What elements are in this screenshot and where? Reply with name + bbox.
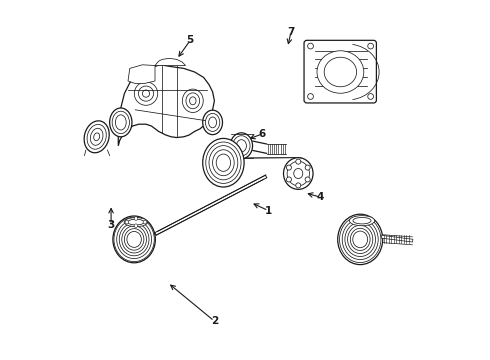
Ellipse shape: [90, 128, 103, 145]
Ellipse shape: [128, 219, 144, 225]
Circle shape: [143, 220, 147, 224]
Text: 6: 6: [259, 129, 266, 139]
Circle shape: [296, 183, 301, 188]
Circle shape: [368, 43, 373, 49]
Circle shape: [134, 217, 138, 220]
Circle shape: [305, 165, 310, 170]
Ellipse shape: [287, 161, 310, 186]
Text: 2: 2: [211, 316, 218, 326]
Ellipse shape: [203, 110, 222, 135]
Text: 3: 3: [107, 220, 115, 230]
Circle shape: [308, 43, 314, 49]
Circle shape: [305, 177, 310, 182]
Ellipse shape: [190, 97, 196, 105]
Ellipse shape: [324, 57, 357, 87]
Ellipse shape: [139, 86, 153, 101]
Circle shape: [125, 220, 129, 224]
Ellipse shape: [84, 121, 109, 153]
Ellipse shape: [216, 154, 231, 171]
Circle shape: [368, 94, 373, 99]
Ellipse shape: [116, 115, 126, 130]
Ellipse shape: [236, 140, 246, 152]
FancyBboxPatch shape: [304, 40, 376, 103]
Ellipse shape: [317, 51, 364, 93]
Circle shape: [287, 165, 292, 170]
Ellipse shape: [209, 146, 238, 180]
Ellipse shape: [209, 117, 217, 128]
Ellipse shape: [206, 142, 241, 184]
Ellipse shape: [233, 136, 250, 156]
Ellipse shape: [186, 93, 199, 109]
Ellipse shape: [87, 125, 106, 149]
Ellipse shape: [353, 217, 371, 224]
Ellipse shape: [203, 139, 244, 187]
Circle shape: [287, 177, 292, 182]
Circle shape: [134, 224, 138, 228]
Circle shape: [308, 94, 314, 99]
Polygon shape: [155, 58, 186, 66]
Text: 7: 7: [288, 27, 295, 37]
Ellipse shape: [113, 216, 155, 263]
Polygon shape: [118, 65, 215, 146]
Ellipse shape: [349, 216, 374, 226]
Ellipse shape: [112, 111, 129, 134]
Ellipse shape: [230, 133, 252, 159]
Ellipse shape: [134, 82, 158, 105]
Ellipse shape: [338, 214, 383, 265]
Ellipse shape: [143, 90, 149, 97]
Ellipse shape: [294, 168, 303, 179]
Text: 4: 4: [317, 192, 324, 202]
Ellipse shape: [284, 158, 313, 189]
Polygon shape: [128, 65, 155, 84]
Ellipse shape: [205, 113, 220, 131]
Text: 5: 5: [187, 35, 194, 45]
Ellipse shape: [110, 108, 132, 137]
Text: 1: 1: [265, 206, 272, 216]
Ellipse shape: [213, 150, 234, 176]
Ellipse shape: [94, 133, 99, 141]
Ellipse shape: [124, 217, 147, 227]
Circle shape: [296, 159, 301, 164]
Ellipse shape: [309, 44, 372, 100]
Ellipse shape: [182, 89, 203, 113]
